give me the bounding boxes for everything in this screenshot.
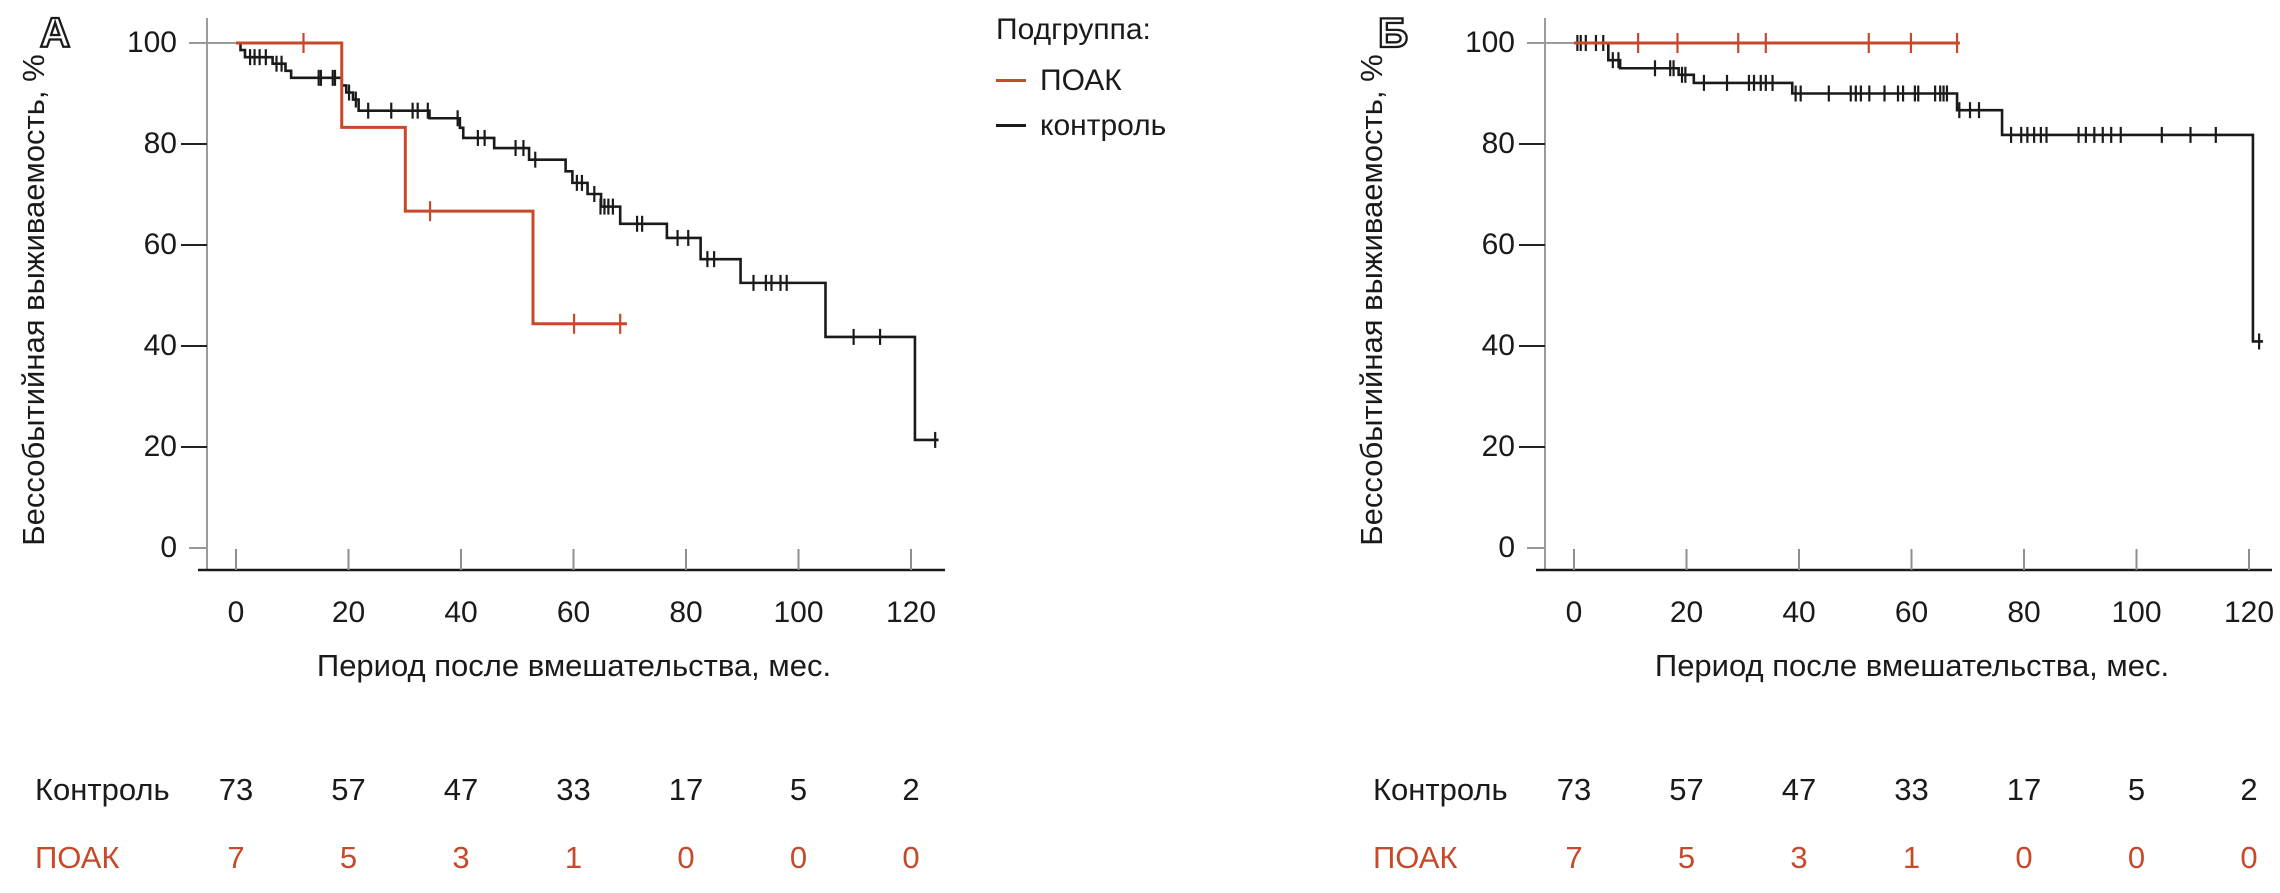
poak-line-swatch-icon [996, 79, 1026, 82]
y-tick-label-20: 20 [1481, 430, 1515, 463]
risk-table-b-control-label: Контроль [1373, 772, 1508, 807]
panel-b-letter: Б [1377, 9, 1410, 56]
y-tick-label-0: 0 [1498, 531, 1515, 564]
y-tick-label-40: 40 [1481, 329, 1515, 362]
risk-count-a-Контроль-120: 2 [902, 772, 920, 807]
y-tick-label-60: 60 [1481, 228, 1515, 261]
x-tick-label-20: 20 [331, 596, 366, 629]
risk-count-b-Контроль-20: 57 [1669, 772, 1704, 807]
x-tick-label-40: 40 [444, 596, 478, 629]
risk-table-b-poak-label: ПОАК [1373, 840, 1458, 875]
risk-count-a-ПОАК-60: 1 [564, 840, 583, 875]
x-tick-label-120: 120 [885, 596, 937, 629]
control-line-swatch-icon [996, 124, 1026, 127]
y-tick-label-80: 80 [143, 127, 177, 160]
risk-count-b-ПОАК-0: 7 [1565, 840, 1583, 875]
panel-a-letter: А [39, 9, 72, 56]
risk-count-a-ПОАК-20: 5 [339, 840, 358, 875]
risk-count-a-Контроль-60: 33 [556, 772, 591, 807]
risk-count-b-Контроль-0: 73 [1556, 772, 1592, 807]
risk-count-b-Контроль-120: 2 [2240, 772, 2258, 807]
panel-a-x-axis-title: Период после вмешательства, мес. [316, 648, 832, 683]
x-tick-label-20: 20 [1669, 596, 1704, 629]
risk-count-b-Контроль-100: 5 [2127, 772, 2146, 807]
risk-count-b-ПОАК-40: 3 [1790, 840, 1808, 875]
risk-count-a-Контроль-0: 73 [218, 772, 254, 807]
risk-count-a-ПОАК-80: 0 [677, 840, 695, 875]
risk-count-a-Контроль-100: 5 [789, 772, 808, 807]
survival-curve-poak-a [236, 41, 627, 326]
risk-count-a-Контроль-20: 57 [331, 772, 366, 807]
legend-label-poak: ПОАК [1040, 63, 1122, 97]
x-tick-label-120: 120 [2223, 596, 2275, 629]
panel-a-y-axis-title: Бессобытийная выживаемость, % [16, 54, 51, 546]
legend-label-control: контроль [1040, 108, 1167, 142]
risk-count-b-ПОАК-20: 5 [1677, 840, 1696, 875]
y-tick-label-100: 100 [126, 26, 177, 59]
x-tick-label-0: 0 [227, 596, 245, 629]
risk-count-a-ПОАК-100: 0 [789, 840, 808, 875]
panel-b-x-axis-title: Период после вмешательства, мес. [1654, 648, 2170, 683]
risk-table-a-poak-label: ПОАК [35, 840, 120, 875]
y-tick-label-60: 60 [143, 228, 177, 261]
risk-count-a-ПОАК-120: 0 [902, 840, 920, 875]
risk-count-b-ПОАК-100: 0 [2127, 840, 2146, 875]
y-tick-label-0: 0 [160, 531, 177, 564]
y-tick-label-40: 40 [143, 329, 177, 362]
risk-count-b-Контроль-60: 33 [1894, 772, 1929, 807]
legend: Подгруппа: ПОАК контроль [996, 12, 1166, 148]
risk-table-a-control-label: Контроль [35, 772, 170, 807]
x-tick-label-40: 40 [1782, 596, 1816, 629]
y-tick-label-100: 100 [1464, 26, 1515, 59]
panel-b-y-axis-title: Бессобытийная выживаемость, % [1354, 54, 1389, 546]
risk-count-a-Контроль-40: 47 [443, 772, 479, 807]
x-tick-label-60: 60 [556, 596, 591, 629]
y-tick-label-20: 20 [143, 430, 177, 463]
x-tick-label-100: 100 [773, 596, 824, 629]
risk-count-b-ПОАК-120: 0 [2240, 840, 2258, 875]
y-tick-label-80: 80 [1481, 127, 1515, 160]
legend-title: Подгруппа: [996, 13, 1151, 46]
risk-count-a-Контроль-80: 17 [668, 772, 704, 807]
x-tick-label-0: 0 [1565, 596, 1583, 629]
x-tick-label-80: 80 [2007, 596, 2041, 629]
risk-count-a-ПОАК-40: 3 [452, 840, 470, 875]
x-tick-label-60: 60 [1894, 596, 1929, 629]
risk-count-a-ПОАК-0: 7 [227, 840, 245, 875]
risk-count-b-ПОАК-80: 0 [2015, 840, 2033, 875]
legend-item-poak: ПОАК [996, 58, 1166, 103]
legend-item-control: контроль [996, 103, 1166, 148]
risk-count-b-ПОАК-60: 1 [1902, 840, 1921, 875]
risk-count-b-Контроль-40: 47 [1781, 772, 1817, 807]
risk-count-b-Контроль-80: 17 [2006, 772, 2042, 807]
x-tick-label-80: 80 [669, 596, 703, 629]
x-tick-label-100: 100 [2111, 596, 2162, 629]
